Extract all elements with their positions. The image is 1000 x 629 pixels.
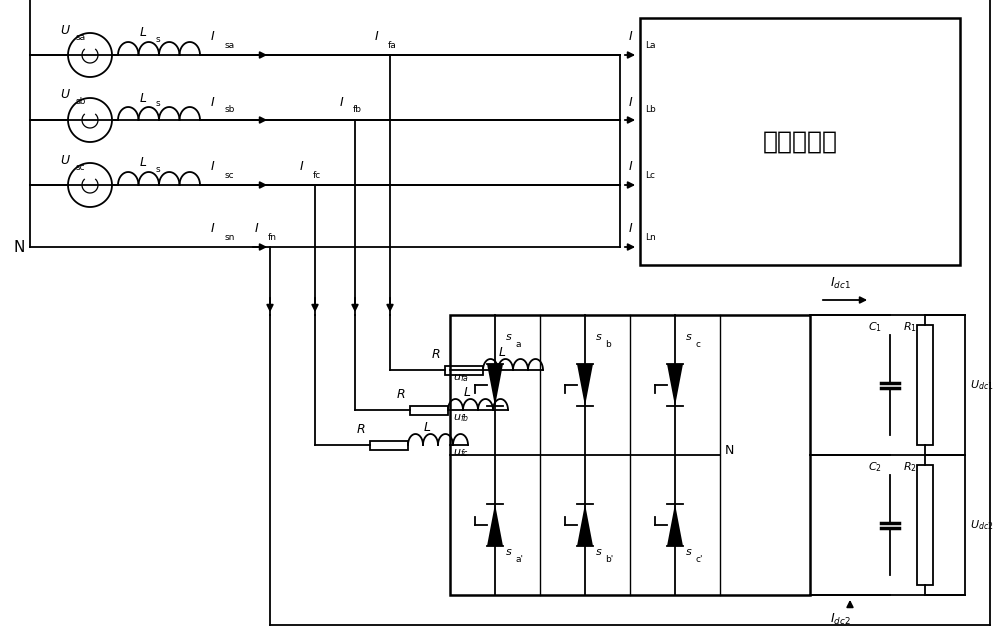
Text: $R_2$: $R_2$ xyxy=(903,460,917,474)
Bar xyxy=(450,315,810,595)
Text: 非线性负载: 非线性负载 xyxy=(763,130,838,153)
Text: $L$: $L$ xyxy=(423,421,431,434)
Text: $C_1$: $C_1$ xyxy=(868,320,882,334)
Text: Lb: Lb xyxy=(645,106,656,114)
Text: b: b xyxy=(605,340,611,349)
Polygon shape xyxy=(487,504,503,546)
Text: $I$: $I$ xyxy=(210,160,215,174)
Text: a: a xyxy=(515,340,520,349)
Polygon shape xyxy=(667,364,683,406)
Text: $U$: $U$ xyxy=(60,89,71,101)
Text: $I$: $I$ xyxy=(210,223,215,235)
Text: c': c' xyxy=(695,555,702,564)
Text: $I$: $I$ xyxy=(210,96,215,108)
Text: sc: sc xyxy=(225,170,235,179)
Text: Lc: Lc xyxy=(645,170,655,179)
Text: N: N xyxy=(14,240,25,255)
Text: $s$: $s$ xyxy=(685,332,693,342)
Text: $L$: $L$ xyxy=(139,91,147,104)
Text: fn: fn xyxy=(268,233,277,242)
Text: $U_{dc1}$: $U_{dc1}$ xyxy=(970,378,994,392)
Text: $I$: $I$ xyxy=(210,30,215,43)
Text: $I$: $I$ xyxy=(628,30,633,43)
Text: s: s xyxy=(156,165,161,174)
Text: $I$: $I$ xyxy=(628,223,633,235)
Text: $I$: $I$ xyxy=(628,160,633,174)
Text: $u_{fb}$: $u_{fb}$ xyxy=(453,412,469,424)
Polygon shape xyxy=(487,364,503,406)
Bar xyxy=(640,18,960,265)
Text: sn: sn xyxy=(225,233,235,242)
Text: $I$: $I$ xyxy=(339,96,344,108)
Text: $R$: $R$ xyxy=(396,388,406,401)
Text: $U_{dc2}$: $U_{dc2}$ xyxy=(970,518,994,532)
Bar xyxy=(370,440,408,450)
Text: sa: sa xyxy=(76,33,86,42)
Text: La: La xyxy=(645,40,656,50)
Text: $L$: $L$ xyxy=(463,386,471,399)
Text: sb: sb xyxy=(76,97,86,106)
Text: $u_{fc}$: $u_{fc}$ xyxy=(453,447,469,459)
Bar xyxy=(917,465,933,585)
Text: $I$: $I$ xyxy=(628,96,633,108)
Polygon shape xyxy=(577,504,593,546)
Text: c: c xyxy=(695,340,700,349)
Text: fc: fc xyxy=(313,170,321,179)
Text: $U$: $U$ xyxy=(60,23,71,36)
Text: fa: fa xyxy=(388,40,397,50)
Text: sb: sb xyxy=(225,106,235,114)
Bar xyxy=(917,325,933,445)
Text: $I_{dc1}$: $I_{dc1}$ xyxy=(830,276,851,291)
Text: $I$: $I$ xyxy=(299,160,304,174)
Text: fb: fb xyxy=(353,106,362,114)
Text: $U$: $U$ xyxy=(60,153,71,167)
Text: N: N xyxy=(725,443,734,457)
Text: sa: sa xyxy=(225,40,235,50)
Text: $s$: $s$ xyxy=(685,547,693,557)
Text: $s$: $s$ xyxy=(505,547,513,557)
Text: s: s xyxy=(156,99,161,108)
Text: a': a' xyxy=(515,555,523,564)
Text: sc: sc xyxy=(76,162,86,172)
Polygon shape xyxy=(667,504,683,546)
Text: s: s xyxy=(156,35,161,43)
Text: $R$: $R$ xyxy=(431,348,440,361)
Text: $u_{fa}$: $u_{fa}$ xyxy=(453,372,469,384)
Text: $I$: $I$ xyxy=(254,223,259,235)
Bar xyxy=(445,365,483,374)
Text: $L$: $L$ xyxy=(498,346,506,359)
Polygon shape xyxy=(577,364,593,406)
Text: $R_1$: $R_1$ xyxy=(903,320,917,334)
Text: $s$: $s$ xyxy=(595,547,603,557)
Text: $s$: $s$ xyxy=(505,332,513,342)
Text: b': b' xyxy=(605,555,613,564)
Bar xyxy=(410,406,448,415)
Text: $L$: $L$ xyxy=(139,157,147,169)
Text: $I$: $I$ xyxy=(374,30,379,43)
Text: $I_{dc2}$: $I_{dc2}$ xyxy=(830,612,851,627)
Text: $C_2$: $C_2$ xyxy=(868,460,882,474)
Text: $R$: $R$ xyxy=(356,423,366,436)
Text: $L$: $L$ xyxy=(139,26,147,40)
Text: Ln: Ln xyxy=(645,233,656,242)
Text: $s$: $s$ xyxy=(595,332,603,342)
